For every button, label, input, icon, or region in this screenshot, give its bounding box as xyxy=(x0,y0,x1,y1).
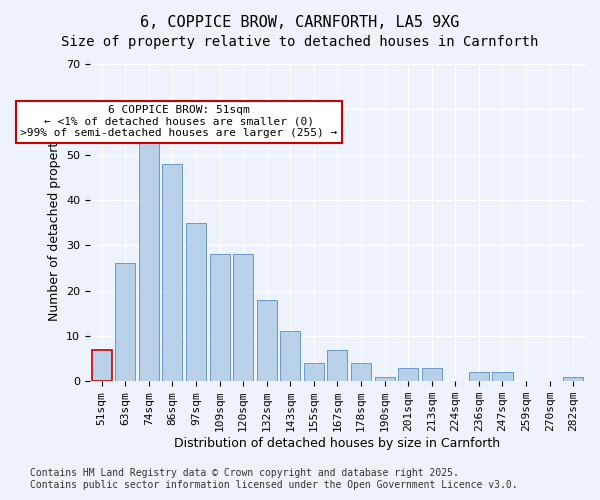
Bar xyxy=(563,376,583,381)
Bar xyxy=(186,222,206,381)
Bar xyxy=(328,350,347,381)
Bar xyxy=(233,254,253,381)
X-axis label: Distribution of detached houses by size in Carnforth: Distribution of detached houses by size … xyxy=(175,437,500,450)
Bar xyxy=(139,128,159,381)
Bar xyxy=(398,368,418,381)
Bar xyxy=(115,264,136,381)
Bar xyxy=(280,332,301,381)
Bar xyxy=(351,363,371,381)
Text: Size of property relative to detached houses in Carnforth: Size of property relative to detached ho… xyxy=(61,35,539,49)
Bar xyxy=(469,372,489,381)
Bar xyxy=(92,350,112,381)
Text: 6, COPPICE BROW, CARNFORTH, LA5 9XG: 6, COPPICE BROW, CARNFORTH, LA5 9XG xyxy=(140,15,460,30)
Text: Contains HM Land Registry data © Crown copyright and database right 2025.
Contai: Contains HM Land Registry data © Crown c… xyxy=(30,468,518,490)
Bar xyxy=(304,363,324,381)
Y-axis label: Number of detached properties: Number of detached properties xyxy=(47,124,61,321)
Bar xyxy=(422,368,442,381)
Bar xyxy=(493,372,512,381)
Bar xyxy=(163,164,182,381)
Bar xyxy=(209,254,230,381)
Bar xyxy=(257,300,277,381)
Bar xyxy=(374,376,395,381)
Text: 6 COPPICE BROW: 51sqm
← <1% of detached houses are smaller (0)
>99% of semi-deta: 6 COPPICE BROW: 51sqm ← <1% of detached … xyxy=(20,105,338,138)
